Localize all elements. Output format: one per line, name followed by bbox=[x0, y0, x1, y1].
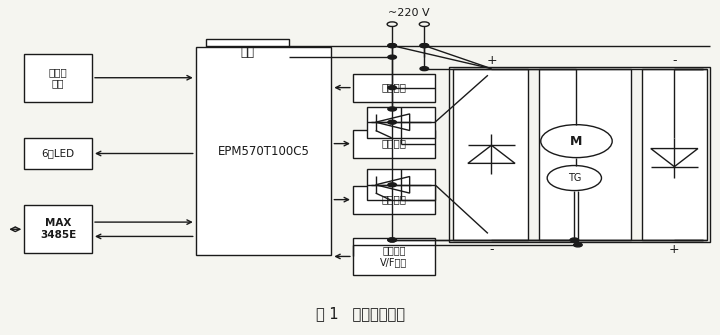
Bar bbox=[449, 67, 710, 242]
Bar bbox=[353, 74, 435, 102]
Bar bbox=[353, 186, 435, 214]
Bar bbox=[367, 107, 435, 138]
Circle shape bbox=[388, 44, 397, 48]
Circle shape bbox=[388, 238, 397, 242]
Text: EPM570T100C5: EPM570T100C5 bbox=[217, 144, 310, 157]
Text: 预处理与
V/F变换: 预处理与 V/F变换 bbox=[380, 246, 408, 267]
Text: 电源: 电源 bbox=[240, 46, 254, 59]
Circle shape bbox=[388, 44, 397, 48]
Text: M: M bbox=[570, 135, 582, 148]
Bar bbox=[539, 69, 631, 240]
Circle shape bbox=[574, 243, 582, 247]
Text: +: + bbox=[669, 243, 680, 256]
Text: MAX
3485E: MAX 3485E bbox=[40, 218, 76, 240]
Bar bbox=[24, 54, 92, 102]
Bar bbox=[367, 169, 435, 200]
Bar bbox=[353, 130, 435, 157]
Bar bbox=[353, 238, 435, 275]
Circle shape bbox=[388, 55, 397, 59]
Text: 6位LED: 6位LED bbox=[42, 148, 75, 158]
Bar bbox=[196, 47, 331, 255]
Circle shape bbox=[388, 183, 397, 187]
Circle shape bbox=[388, 238, 397, 242]
Circle shape bbox=[570, 238, 579, 242]
Text: 过零脉冲: 过零脉冲 bbox=[382, 83, 406, 92]
Bar bbox=[453, 69, 528, 240]
Text: +: + bbox=[486, 54, 497, 67]
Circle shape bbox=[420, 44, 428, 48]
Circle shape bbox=[420, 44, 428, 48]
Text: 加减速
按键: 加减速 按键 bbox=[49, 67, 68, 88]
Text: -: - bbox=[672, 54, 677, 67]
Bar bbox=[207, 39, 289, 65]
Text: TG: TG bbox=[567, 173, 581, 183]
Text: ~220 V: ~220 V bbox=[388, 8, 429, 18]
Text: 隔离驱动: 隔离驱动 bbox=[382, 195, 406, 205]
Text: 隔离驱动: 隔离驱动 bbox=[382, 139, 406, 149]
Text: -: - bbox=[489, 243, 494, 256]
Circle shape bbox=[388, 107, 397, 111]
Text: 图 1   模块组成框图: 图 1 模块组成框图 bbox=[315, 307, 405, 322]
Bar bbox=[24, 138, 92, 169]
Bar bbox=[24, 205, 92, 253]
Circle shape bbox=[388, 120, 397, 124]
Circle shape bbox=[388, 86, 397, 89]
Circle shape bbox=[420, 67, 428, 71]
Bar bbox=[642, 69, 706, 240]
